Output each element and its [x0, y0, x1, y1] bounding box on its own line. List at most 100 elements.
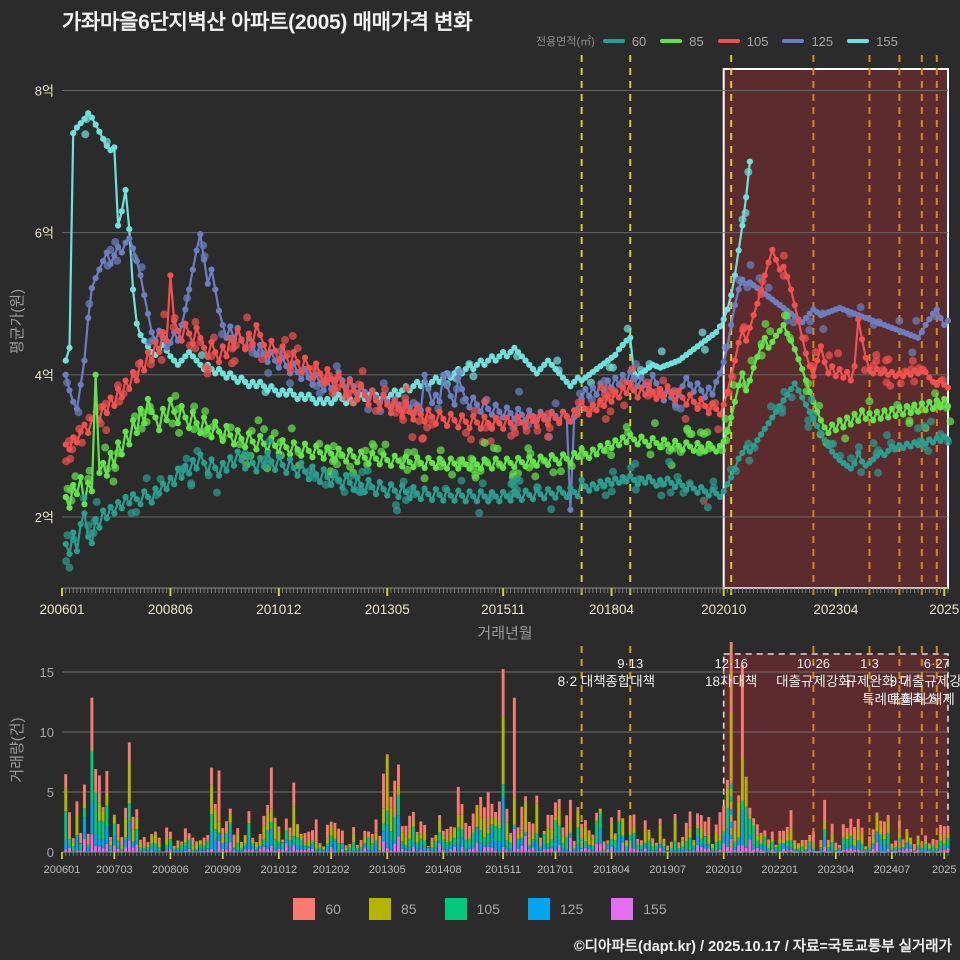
volume-bar-segment[interactable]: [539, 847, 542, 851]
volume-bar-segment[interactable]: [684, 835, 688, 842]
volume-bar-segment[interactable]: [853, 846, 856, 850]
volume-bar-segment[interactable]: [542, 849, 546, 852]
volume-bar-segment[interactable]: [778, 849, 782, 852]
volume-bar-segment[interactable]: [389, 796, 393, 808]
volume-bar-segment[interactable]: [434, 840, 438, 848]
volume-bar-segment[interactable]: [669, 850, 673, 852]
volume-bar-segment[interactable]: [232, 847, 236, 849]
volume-bar-segment[interactable]: [752, 844, 756, 850]
volume-bar-segment[interactable]: [628, 815, 632, 833]
volume-bar-segment[interactable]: [64, 774, 68, 789]
volume-bar-segment[interactable]: [262, 839, 266, 845]
volume-bar-segment[interactable]: [146, 849, 150, 852]
volume-bar-segment[interactable]: [516, 827, 520, 834]
volume-bar-segment[interactable]: [535, 803, 539, 833]
volume-bar-segment[interactable]: [606, 841, 610, 843]
volume-bar-segment[interactable]: [853, 839, 856, 846]
volume-bar-segment[interactable]: [337, 843, 341, 852]
volume-bar-segment[interactable]: [325, 838, 329, 844]
volume-bar-segment[interactable]: [946, 848, 950, 852]
volume-bar-segment[interactable]: [729, 711, 733, 782]
volume-bar-segment[interactable]: [841, 845, 845, 850]
volume-bar-segment[interactable]: [337, 828, 341, 841]
volume-bar-segment[interactable]: [273, 838, 277, 849]
volume-bar-segment[interactable]: [856, 840, 860, 844]
volume-bar-segment[interactable]: [183, 850, 187, 852]
volume-bar-segment[interactable]: [277, 826, 281, 831]
volume-bar-segment[interactable]: [527, 849, 531, 852]
volume-bar-segment[interactable]: [699, 838, 703, 844]
volume-bar-segment[interactable]: [187, 848, 191, 852]
volume-bar-segment[interactable]: [811, 849, 815, 852]
volume-bar-segment[interactable]: [696, 813, 699, 827]
volume-bar-segment[interactable]: [853, 849, 856, 852]
volume-bar-segment[interactable]: [849, 836, 853, 846]
volume-bar-segment[interactable]: [789, 846, 793, 850]
volume-bar-segment[interactable]: [228, 842, 232, 852]
volume-bar-segment[interactable]: [236, 842, 240, 850]
volume-bar-segment[interactable]: [714, 832, 718, 843]
legend-item-155[interactable]: 155: [847, 34, 909, 49]
volume-bar-segment[interactable]: [101, 838, 105, 849]
volume-bar-segment[interactable]: [120, 845, 124, 849]
volume-bar-segment[interactable]: [804, 849, 808, 852]
volume-bar-segment[interactable]: [374, 819, 378, 833]
volume-bar-segment[interactable]: [942, 843, 946, 849]
volume-bar-segment[interactable]: [288, 840, 292, 847]
volume-bar-segment[interactable]: [142, 850, 146, 852]
volume-bar-segment[interactable]: [329, 841, 333, 847]
volume-bar-segment[interactable]: [789, 828, 793, 841]
volume-bar-segment[interactable]: [647, 829, 651, 832]
volume-bar-segment[interactable]: [183, 828, 187, 840]
volume-bar-segment[interactable]: [778, 843, 782, 850]
volume-bar-segment[interactable]: [692, 848, 696, 851]
volume-bar-segment[interactable]: [116, 823, 120, 837]
volume-bar-segment[interactable]: [501, 846, 505, 852]
volume-bar-segment[interactable]: [79, 843, 83, 850]
volume-bar-segment[interactable]: [628, 847, 632, 852]
volume-bar-segment[interactable]: [135, 816, 139, 830]
volume-bar-segment[interactable]: [658, 843, 662, 848]
volume-bar-segment[interactable]: [404, 836, 408, 846]
volume-bar-segment[interactable]: [800, 842, 804, 847]
volume-bar-segment[interactable]: [946, 837, 950, 845]
volume-bar-segment[interactable]: [460, 814, 464, 830]
volume-bar-segment[interactable]: [284, 818, 288, 829]
volume-bar-segment[interactable]: [740, 664, 744, 757]
volume-bar-segment[interactable]: [681, 846, 685, 848]
volume-bar-segment[interactable]: [550, 848, 554, 852]
volume-bar-segment[interactable]: [539, 850, 542, 852]
volume-bar-segment[interactable]: [774, 847, 778, 851]
volume-bar-segment[interactable]: [939, 846, 942, 851]
volume-bar-segment[interactable]: [475, 827, 479, 843]
volume-bar-segment[interactable]: [658, 818, 662, 825]
volume-bar-segment[interactable]: [314, 841, 318, 849]
volume-bar-segment[interactable]: [415, 846, 419, 852]
volume-bar-segment[interactable]: [654, 849, 658, 852]
volume-bar-segment[interactable]: [927, 843, 931, 845]
volume-bar-segment[interactable]: [303, 849, 307, 852]
volume-bar-segment[interactable]: [561, 848, 565, 852]
volume-bar-segment[interactable]: [269, 821, 273, 830]
volume-bar-segment[interactable]: [808, 838, 812, 842]
volume-bar-segment[interactable]: [916, 845, 920, 849]
volume-bar-segment[interactable]: [497, 828, 501, 842]
volume-bar-segment[interactable]: [423, 840, 427, 847]
volume-bar-segment[interactable]: [127, 742, 131, 762]
volume-bar-segment[interactable]: [124, 818, 128, 838]
volume-bar-segment[interactable]: [875, 812, 879, 814]
volume-bar-segment[interactable]: [740, 845, 744, 852]
volume-bar-segment[interactable]: [494, 816, 498, 827]
volume-bar-segment[interactable]: [692, 845, 696, 849]
volume-bar-segment[interactable]: [187, 839, 191, 841]
volume-bar-segment[interactable]: [116, 848, 120, 852]
volume-bar-segment[interactable]: [124, 847, 128, 852]
volume-bar-segment[interactable]: [733, 841, 737, 848]
volume-bar-segment[interactable]: [722, 831, 726, 835]
volume-bar-segment[interactable]: [322, 846, 326, 848]
volume-bar-segment[interactable]: [411, 819, 415, 827]
volume-bar-segment[interactable]: [550, 814, 554, 830]
volume-bar-segment[interactable]: [505, 850, 509, 852]
volume-bar-segment[interactable]: [86, 833, 90, 844]
